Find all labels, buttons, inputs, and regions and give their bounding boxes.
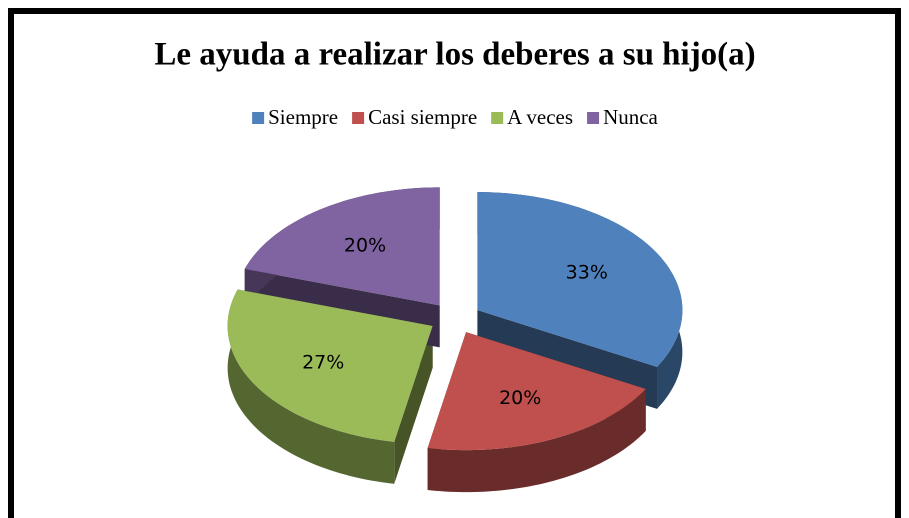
legend-label: Casi siempre <box>368 105 477 129</box>
slice <box>477 192 683 367</box>
slice-side <box>227 289 395 484</box>
legend-label: Nunca <box>603 105 658 129</box>
frame-right <box>895 8 901 518</box>
chart-title: Le ayuda a realizar los deberes a su hij… <box>154 37 755 73</box>
data-label: 20% <box>499 387 541 409</box>
data-label: 27% <box>302 352 344 374</box>
legend-label: A veces <box>507 105 573 129</box>
legend-swatch <box>352 112 365 124</box>
legend-swatch <box>491 112 504 124</box>
slice <box>227 289 433 442</box>
data-label: 33% <box>566 261 608 283</box>
slice <box>427 332 646 451</box>
legend-swatch <box>252 112 265 124</box>
data-label: 20% <box>344 235 386 257</box>
legend: Siempre Casi siempre A veces Nunca <box>252 105 659 129</box>
frame-left <box>8 8 14 518</box>
slice-side <box>427 388 646 493</box>
legend-swatch <box>587 112 600 124</box>
legend-label: Siempre <box>268 105 338 129</box>
pie: 33% 20% 27% 20% <box>227 187 683 493</box>
frame-top <box>8 8 901 14</box>
slice <box>244 187 440 306</box>
